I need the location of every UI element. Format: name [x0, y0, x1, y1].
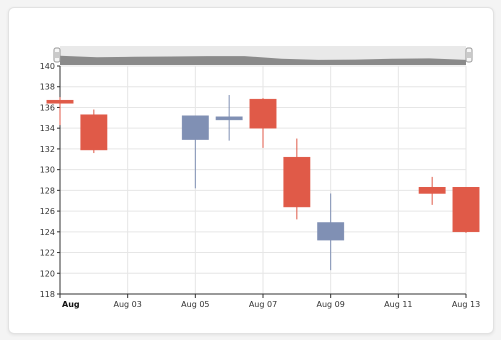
- candle: [46, 97, 74, 126]
- candle-body: [46, 99, 74, 104]
- candle: [249, 98, 277, 148]
- navigator-left-handle[interactable]: [53, 47, 61, 63]
- x-tick-label: Aug 03: [113, 300, 141, 309]
- x-tick-label: Aug 11: [384, 300, 412, 309]
- candle: [181, 115, 209, 189]
- y-tick-label: 128: [40, 186, 55, 195]
- handle-grip-box: [465, 47, 473, 63]
- candle-body: [181, 115, 209, 140]
- y-tick-label: 132: [40, 145, 55, 154]
- handle-grip-box: [53, 47, 61, 63]
- candle: [452, 187, 480, 233]
- navigator-right-handle[interactable]: [465, 47, 473, 63]
- y-tick-label: 134: [40, 124, 55, 133]
- candle: [283, 138, 311, 220]
- candle: [418, 176, 446, 205]
- navigator[interactable]: [53, 46, 473, 65]
- candle-body: [418, 187, 446, 194]
- candle: [317, 193, 345, 271]
- y-tick-label: 130: [40, 166, 55, 175]
- candle-body: [317, 222, 345, 241]
- candle: [80, 109, 108, 154]
- x-tick-label: Aug 13: [452, 300, 480, 309]
- candle-body: [249, 98, 277, 129]
- y-tick-label: 140: [40, 62, 55, 71]
- x-tick-label: Aug 09: [316, 300, 344, 309]
- grid: [59, 65, 467, 295]
- y-tick-label: 118: [40, 290, 55, 299]
- y-tick-label: 124: [40, 228, 55, 237]
- candles: [46, 95, 480, 271]
- candle: [215, 95, 243, 141]
- y-tick-label: 122: [40, 249, 55, 258]
- x-tick-label: Aug: [62, 300, 80, 309]
- candle-body: [80, 114, 108, 151]
- y-tick-label: 126: [40, 207, 55, 216]
- x-tick-label: Aug 07: [249, 300, 277, 309]
- y-tick-label: 138: [40, 83, 55, 92]
- candle-body: [283, 156, 311, 208]
- navigator-area: [60, 55, 466, 65]
- candle-body: [215, 116, 243, 121]
- y-tick-label: 136: [40, 103, 55, 112]
- y-axis: 118 120 122 124 126 128 130 132 134 136 138 140: [40, 62, 61, 299]
- x-axis: Aug Aug 03 Aug 05 Aug 07 Aug 09 Aug 11 Aug 13: [59, 293, 480, 309]
- candle-body: [452, 187, 480, 233]
- x-tick-label: Aug 05: [181, 300, 209, 309]
- y-tick-label: 120: [40, 269, 55, 278]
